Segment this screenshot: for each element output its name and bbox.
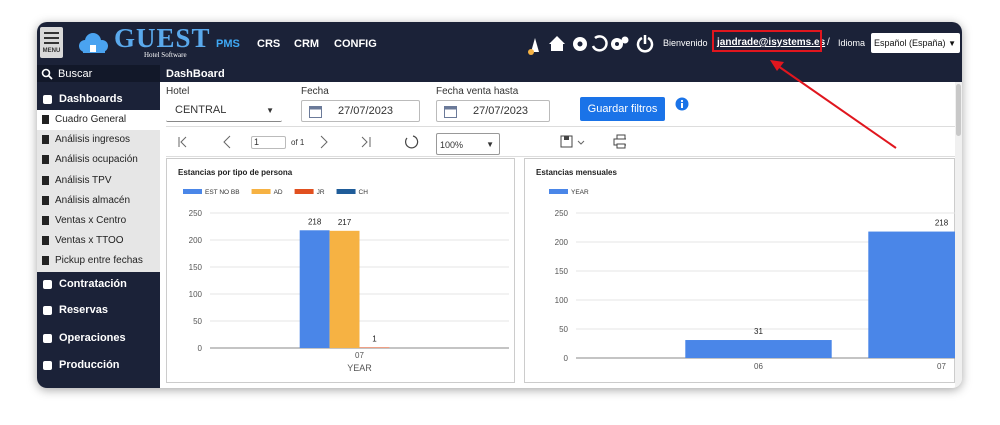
zoom: 100% <box>440 140 464 150</box>
language: Español (España) <box>874 38 946 48</box>
save-filters-button[interactable]: Guardar filtros <box>580 97 665 121</box>
user-email[interactable]: jandrade@isystems.es <box>717 37 826 48</box>
y-tick-label: 150 <box>189 263 203 272</box>
nav-item[interactable]: CRM <box>294 38 320 50</box>
value-label: 218 <box>935 219 949 228</box>
x-tick-label: 07 <box>355 351 364 360</box>
nav-item[interactable]: CRS <box>257 38 281 50</box>
x-tick-label: 06 <box>754 362 763 371</box>
submenu <box>37 110 160 272</box>
top-bar: MENU GUEST Hotel Software PMS CRS CRM CO… <box>37 22 962 65</box>
value-label: 31 <box>754 327 763 336</box>
filter-label: Hotel <box>166 86 190 97</box>
y-tick-label: 0 <box>564 354 569 363</box>
search-row[interactable]: Buscar <box>37 65 160 82</box>
sidebar-item[interactable]: Análisis almacén <box>37 191 160 211</box>
separator: / <box>827 37 830 48</box>
y-tick-label: 150 <box>555 267 569 276</box>
sale-date: 27/07/2023 <box>473 105 529 117</box>
legend-swatch <box>183 189 202 194</box>
search-label: Buscar <box>58 68 93 80</box>
legend-swatch <box>336 189 356 194</box>
report-toolbar[interactable] <box>166 129 626 155</box>
x-tick-label: 07 <box>937 362 946 371</box>
bar <box>868 231 955 358</box>
bar <box>359 347 390 348</box>
y-tick-label: 250 <box>189 209 203 218</box>
sidebar-section[interactable]: Operaciones <box>37 326 160 350</box>
legend-swatch <box>251 189 271 194</box>
sidebar-item[interactable]: Análisis TPV <box>37 171 160 191</box>
sidebar-section[interactable]: Contratación <box>37 272 160 296</box>
chart-title: Estancias por tipo de persona <box>178 168 293 177</box>
filter-label: Fecha venta hasta <box>436 86 519 97</box>
zoom-select[interactable]: 100% ▼ <box>436 133 500 155</box>
app-window: MENU GUEST Hotel Software PMS CRS CRM CO… <box>37 22 962 388</box>
chart: Estancias mensuales YEAR 0 50 100 150 200 250 06… <box>524 158 955 383</box>
page-input[interactable]: 1 <box>251 136 286 149</box>
menu-button[interactable]: MENU <box>40 27 63 58</box>
sidebar-item[interactable]: Pickup entre fechas <box>37 251 160 271</box>
y-tick-label: 100 <box>555 296 569 305</box>
y-tick-label: 50 <box>559 325 568 334</box>
sidebar-item[interactable]: Análisis ocupación <box>37 150 160 170</box>
divider <box>166 156 955 157</box>
nav-item[interactable]: CONFIG <box>334 38 377 50</box>
language-label: Idioma <box>838 38 866 48</box>
legend-swatch <box>549 189 568 194</box>
legend-label: AD <box>274 189 283 196</box>
bar <box>685 340 832 358</box>
date: 27/07/2023 <box>338 105 394 117</box>
logo-icon <box>79 33 108 53</box>
menu-label: MENU <box>42 48 61 54</box>
legend-label: EST NO BB <box>205 189 240 196</box>
value-label: 217 <box>338 218 352 227</box>
nav-item[interactable]: PMS <box>216 38 240 50</box>
filter-label: Fecha <box>301 86 329 97</box>
page-title-bar: DashBoard <box>160 65 962 82</box>
info-icon[interactable] <box>675 97 689 111</box>
sidebar-section[interactable]: Producción <box>37 353 160 377</box>
legend-label: YEAR <box>571 189 589 196</box>
y-tick-label: 50 <box>193 317 202 326</box>
sidebar-item[interactable]: Análisis ingresos <box>37 130 160 150</box>
sidebar-item[interactable]: Ventas x TTOO <box>37 231 160 251</box>
legend-label: JR <box>317 189 325 196</box>
bar <box>299 230 330 348</box>
sidebar-section[interactable]: Reservas <box>37 298 160 322</box>
y-tick-label: 100 <box>189 290 203 299</box>
chart-title: Estancias mensuales <box>536 168 617 177</box>
y-tick-label: 200 <box>189 236 203 245</box>
page-title: DashBoard <box>166 68 225 80</box>
y-tick-label: 0 <box>198 344 203 353</box>
sale-date-input[interactable]: 27/07/2023 <box>436 100 550 122</box>
sidebar: Buscar Dashboards Contratación Reservas … <box>37 65 160 388</box>
page-count: of 1 <box>291 138 305 147</box>
hotel: CENTRAL <box>175 104 227 116</box>
sidebar-section[interactable]: Dashboards <box>37 87 160 111</box>
divider <box>166 126 955 127</box>
date-input[interactable]: 27/07/2023 <box>301 100 420 122</box>
legend-swatch <box>294 189 314 194</box>
scrollbar[interactable] <box>955 82 962 388</box>
logo: GUEST <box>114 23 211 53</box>
hotel-select[interactable]: CENTRAL ▼ <box>166 100 282 122</box>
welcome: Bienvenido <box>663 38 708 48</box>
value-label: 218 <box>308 217 322 226</box>
y-tick-label: 250 <box>555 209 569 218</box>
language-select[interactable]: Español (España) ▼ <box>871 33 960 53</box>
legend-label: CH <box>359 189 369 196</box>
sidebar-item[interactable]: Cuadro General <box>37 110 160 130</box>
x-axis-label: YEAR <box>347 363 372 373</box>
bar <box>329 230 360 348</box>
logo-subtitle: Hotel Software <box>144 51 187 59</box>
sidebar-item[interactable]: Ventas x Centro <box>37 211 160 231</box>
value-label: 1 <box>372 334 377 343</box>
chart: Estancias por tipo de persona EST NO BB AD… <box>166 158 515 383</box>
highlight-box <box>712 30 822 52</box>
y-tick-label: 200 <box>555 238 569 247</box>
header-icons[interactable] <box>527 32 657 56</box>
